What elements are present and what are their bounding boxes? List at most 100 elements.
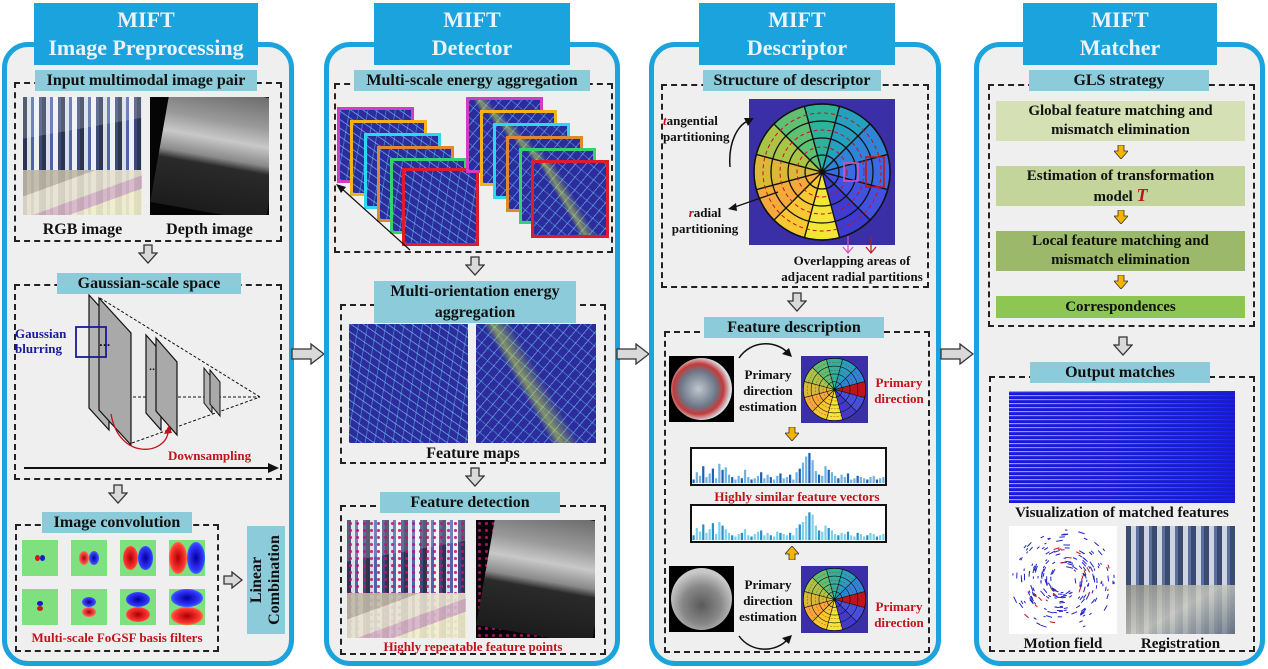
motion-vector bbox=[1052, 593, 1057, 597]
histogram-bar bbox=[724, 529, 727, 541]
section-title-input-pair: Input multimodal image pair bbox=[35, 70, 257, 91]
registration-caption: Registration bbox=[1140, 636, 1221, 652]
motion-vector bbox=[1103, 605, 1108, 611]
overlap-ring bbox=[822, 377, 847, 402]
motion-vector bbox=[1067, 563, 1074, 566]
histogram-bar bbox=[698, 475, 702, 484]
motion-vector bbox=[1033, 602, 1037, 605]
transformation-symbol: T bbox=[1136, 185, 1148, 205]
fogsf-filters-caption: Multi-scale FoGSF basis filters bbox=[31, 630, 203, 645]
motion-vector bbox=[1094, 541, 1100, 547]
primary-direction-estimation-top: Primary direction estimation bbox=[739, 367, 797, 414]
yellow-arrow-up bbox=[785, 546, 799, 560]
histogram-bar bbox=[798, 468, 801, 484]
histogram-bar bbox=[776, 475, 779, 484]
title-line-1: MIFT bbox=[443, 7, 501, 32]
histogram-bar bbox=[837, 535, 840, 541]
histogram-bar bbox=[705, 477, 708, 484]
motion-vector bbox=[1031, 563, 1034, 567]
radial-ring bbox=[787, 137, 857, 207]
flow-arrow-down bbox=[1113, 336, 1133, 356]
motion-vector bbox=[1090, 550, 1095, 554]
motion-vector bbox=[1078, 554, 1083, 558]
motion-vector bbox=[1054, 606, 1060, 609]
motion-vector bbox=[1033, 592, 1037, 598]
log-polar-descriptor bbox=[749, 99, 895, 245]
gls-step-local-matching: Local feature matching and mismatch elim… bbox=[996, 231, 1245, 271]
scale-map bbox=[402, 168, 479, 246]
histogram-bar bbox=[879, 478, 882, 484]
motion-vector bbox=[1036, 546, 1040, 550]
section-title-gaussian: Gaussian-scale space bbox=[57, 273, 241, 294]
histogram-bar bbox=[805, 515, 808, 541]
motion-vector bbox=[1065, 560, 1072, 563]
motion-vector bbox=[1081, 561, 1087, 567]
descriptor-oriented-top bbox=[801, 356, 868, 423]
motion-vector bbox=[1074, 578, 1077, 584]
motion-vector bbox=[1045, 599, 1048, 602]
downsampling-curve bbox=[110, 413, 169, 450]
panel-title-detector: MIFT Detector bbox=[374, 3, 570, 65]
histogram-bar bbox=[718, 463, 721, 484]
histogram-bar bbox=[862, 536, 866, 541]
overlap-highlight bbox=[843, 162, 859, 182]
motion-vector bbox=[1058, 548, 1062, 550]
yellow-arrow-down bbox=[785, 427, 799, 441]
histogram-bar bbox=[801, 462, 805, 484]
motion-vector bbox=[1034, 569, 1037, 573]
histogram-bar bbox=[843, 477, 846, 484]
histogram-bar bbox=[692, 479, 695, 484]
estimation-arrow-bottom bbox=[738, 635, 792, 650]
flow-arrow-right bbox=[940, 343, 974, 365]
histogram-bar bbox=[747, 535, 750, 541]
motion-vector bbox=[1107, 575, 1109, 582]
motion-vector bbox=[1029, 595, 1034, 602]
histogram-bar bbox=[763, 478, 766, 484]
motion-vector bbox=[1107, 564, 1110, 569]
motion-vector bbox=[1060, 561, 1066, 564]
histogram-bar bbox=[795, 472, 798, 484]
motion-vector bbox=[1106, 593, 1109, 600]
histogram-bar bbox=[814, 525, 817, 541]
motion-vector bbox=[1044, 542, 1047, 545]
radial-ring bbox=[818, 583, 851, 616]
similar-vectors-caption: Highly similar feature vectors bbox=[714, 489, 880, 504]
motion-vector bbox=[1045, 559, 1048, 562]
histogram-bar bbox=[743, 529, 747, 541]
motion-vector bbox=[1082, 625, 1086, 628]
motion-vector bbox=[1047, 610, 1054, 614]
filter-tile bbox=[71, 540, 107, 576]
motion-vector bbox=[1091, 590, 1094, 594]
motion-vector bbox=[1023, 544, 1027, 549]
overlap-ring bbox=[814, 369, 855, 410]
overlap-ring bbox=[814, 579, 855, 620]
motion-vector bbox=[1029, 599, 1034, 605]
histogram-bar bbox=[846, 531, 850, 541]
histogram-bar bbox=[766, 474, 769, 484]
flow-arrow-right bbox=[223, 571, 243, 589]
histogram-bar bbox=[724, 467, 727, 484]
filter-tile bbox=[120, 589, 156, 625]
histogram-bar bbox=[837, 478, 840, 484]
feature-map-depth bbox=[476, 324, 596, 443]
histogram-bar bbox=[795, 528, 798, 541]
histogram-bar bbox=[798, 524, 801, 541]
histogram-bar bbox=[705, 532, 708, 541]
motion-vector bbox=[1031, 591, 1036, 597]
rgb-image-label: RGB image bbox=[42, 221, 123, 238]
histogram-bar bbox=[695, 472, 698, 484]
section-title-structure: Structure of descriptor bbox=[703, 70, 881, 91]
motion-vector bbox=[1026, 542, 1032, 548]
histogram-bar bbox=[715, 478, 718, 484]
histogram-bar bbox=[811, 514, 814, 541]
histogram-bar bbox=[811, 460, 814, 484]
depth-image-label: Depth image bbox=[166, 221, 253, 238]
motion-vector bbox=[1079, 620, 1083, 623]
histogram-bar bbox=[862, 478, 866, 484]
scale-direction-arrow bbox=[336, 184, 411, 251]
motion-vector bbox=[1026, 551, 1029, 554]
motion-vector bbox=[1060, 594, 1067, 598]
motion-vector bbox=[1077, 596, 1081, 599]
rgb-image bbox=[23, 97, 142, 215]
motion-vector bbox=[1085, 593, 1090, 600]
